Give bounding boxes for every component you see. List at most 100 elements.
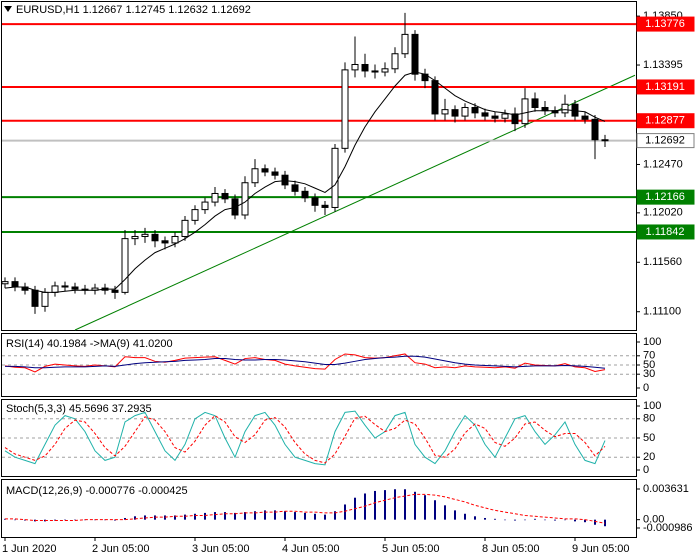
indicator-line — [5, 355, 606, 369]
candle-body — [601, 139, 609, 142]
level-label: 1.12877 — [645, 115, 685, 127]
x-tick-label: 4 Jun 05:00 — [282, 543, 340, 555]
level-label: 1.11842 — [646, 226, 685, 238]
candle-body — [181, 219, 189, 237]
candle-body — [381, 68, 389, 73]
macd-bar — [124, 517, 126, 520]
macd-bar — [194, 513, 196, 520]
macd-bar — [474, 516, 476, 520]
trendline — [74, 74, 636, 331]
macd-bar — [174, 515, 176, 520]
candle-body — [291, 184, 299, 192]
macd-bar — [554, 519, 556, 521]
candle-body — [151, 233, 159, 242]
macd-bar — [334, 511, 336, 520]
macd-bar — [344, 504, 346, 520]
y-tick-label: 0.003631 — [643, 483, 689, 495]
y-tick-label: 30 — [643, 368, 655, 380]
y-tick-label: 50 — [643, 432, 655, 444]
macd-bar — [464, 513, 466, 520]
candle-body — [1, 281, 9, 285]
macd-bar — [524, 519, 526, 521]
candle-body — [71, 286, 79, 290]
candle-body — [241, 182, 249, 216]
candle-body — [61, 285, 69, 288]
macd-bar — [264, 510, 266, 520]
candle-body — [121, 238, 129, 293]
macd-bar — [504, 519, 506, 521]
macd-bar — [184, 514, 186, 520]
candle-body — [581, 115, 589, 120]
macd-bar — [494, 518, 496, 520]
macd-bar — [254, 511, 256, 520]
y-tick-label: -0.000986 — [643, 522, 693, 534]
candle-body — [391, 53, 399, 70]
level-label-box — [636, 133, 695, 149]
candle-body — [311, 197, 319, 206]
macd-bar — [484, 517, 486, 520]
macd-bar — [244, 512, 246, 520]
candle-body — [401, 33, 409, 55]
candle-body — [131, 235, 139, 240]
panel-title: MACD(12,26,9) -0.000776 -0.000425 — [6, 485, 188, 497]
candle-body — [301, 190, 309, 199]
y-tick-label: 80 — [643, 413, 655, 425]
level-label-box — [636, 224, 695, 240]
macd-bar — [564, 519, 566, 521]
candle-body — [501, 113, 509, 119]
candle-body — [341, 69, 349, 149]
candle-body — [461, 106, 469, 117]
macd-bar — [324, 514, 326, 520]
macd-bar — [424, 495, 426, 520]
y-tick-label: 0 — [643, 464, 649, 476]
candle-body — [41, 291, 49, 307]
macd-bar — [574, 519, 576, 522]
y-tick-label: 1.13395 — [643, 59, 683, 71]
x-tick-label: 1 Jun 2020 — [2, 543, 56, 555]
candle-body — [411, 33, 419, 75]
y-tick-label: 0.00 — [643, 514, 664, 526]
level-label-box — [636, 16, 695, 32]
macd-bar — [584, 519, 586, 523]
macd-bar — [204, 512, 206, 520]
candle-body — [481, 112, 489, 117]
candle-body — [271, 171, 279, 176]
candle-body — [11, 281, 19, 288]
y-tick-label: 100 — [643, 336, 661, 348]
macd-bar — [14, 519, 16, 521]
level-label: 1.13191 — [645, 81, 685, 93]
macd-bar — [274, 510, 276, 520]
macd-bar — [284, 511, 286, 520]
y-tick-label: 1.12020 — [643, 207, 683, 219]
level-label: 1.12166 — [645, 191, 685, 203]
candle-body — [431, 80, 439, 115]
panel-title: Stoch(5,3,3) 45.5696 37.2935 — [6, 403, 152, 415]
macd-bar — [544, 519, 546, 521]
x-tick-label: 3 Jun 05:00 — [192, 543, 250, 555]
level-label: 1.13776 — [645, 18, 685, 30]
candle-body — [251, 168, 259, 184]
candle-body — [351, 63, 359, 71]
macd-bar — [294, 512, 296, 520]
candle-body — [591, 118, 599, 141]
macd-bar — [224, 512, 226, 520]
level-label-box — [636, 79, 695, 95]
candle-body — [321, 204, 329, 208]
macd-bar — [444, 505, 446, 520]
macd-bar — [394, 489, 396, 520]
macd-bar — [434, 500, 436, 520]
candle-body — [281, 174, 289, 186]
indicator-line — [5, 493, 606, 524]
candle-body — [491, 115, 499, 119]
candle-body — [201, 201, 209, 211]
macd-bar — [594, 519, 596, 525]
macd-bar — [404, 489, 406, 520]
candle-body — [51, 285, 59, 293]
candle-body — [361, 63, 369, 72]
x-tick-label: 8 Jun 05:00 — [482, 543, 540, 555]
symbol-icon — [4, 6, 12, 12]
main-panel-frame — [1, 1, 637, 331]
candle-body — [141, 233, 149, 237]
